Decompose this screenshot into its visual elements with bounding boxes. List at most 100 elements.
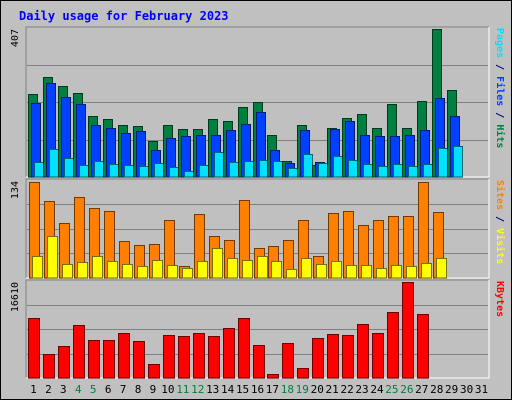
bar-pages-day-23 [363, 164, 373, 178]
bar-visits-day-17 [271, 261, 282, 279]
bar-kbytes-day-22 [342, 335, 354, 379]
legend-part-0: KBytes [494, 281, 505, 317]
bar-visits-day-4 [77, 262, 88, 279]
bar-kbytes-day-6 [103, 340, 115, 379]
bar-pages-day-26 [408, 166, 418, 178]
legend-part-1: / [494, 58, 505, 76]
bar-kbytes-day-11 [178, 336, 190, 379]
bar-visits-day-11 [182, 268, 193, 279]
legend-part-3: / [494, 106, 505, 124]
x-tick-day-30: 30 [460, 383, 473, 396]
chart-panels: 407 Pages / Files / Hits 134 Sites / Visits… [10, 26, 506, 379]
x-tick-day-19: 19 [296, 383, 309, 396]
bar-pages-day-13 [214, 152, 224, 178]
x-tick-day-14: 14 [221, 383, 235, 396]
bar-kbytes-day-14 [223, 328, 235, 379]
bar-kbytes-day-21 [327, 334, 339, 379]
bar-pages-day-7 [124, 165, 134, 178]
bar-visits-day-1 [32, 256, 43, 279]
bar-kbytes-day-26 [402, 282, 414, 379]
x-tick-day-9: 9 [150, 383, 157, 396]
x-tick-day-21: 21 [326, 383, 339, 396]
panel-kbytes: 16610 KBytes [10, 279, 505, 379]
bar-kbytes-day-8 [133, 341, 145, 379]
bar-visits-day-16 [257, 256, 268, 279]
bar-kbytes-day-18 [282, 343, 294, 379]
bar-pages-day-9 [154, 163, 164, 178]
legend-part-2: Visits [494, 228, 506, 264]
bar-pages-day-6 [109, 164, 119, 178]
panel-border-shadow [25, 26, 489, 177]
bar-visits-day-25 [391, 265, 402, 279]
x-tick-day-15: 15 [236, 383, 249, 396]
x-tick-day-2: 2 [45, 383, 52, 396]
x-tick-day-12: 12 [191, 383, 204, 396]
bar-visits-day-20 [316, 264, 327, 279]
panel-border-shadow [25, 178, 489, 278]
bar-visits-day-13 [212, 248, 223, 279]
bar-visits-day-8 [137, 266, 148, 279]
bar-kbytes-day-24 [372, 333, 384, 379]
legend-part-4: Hits [494, 124, 506, 148]
bar-pages-day-28 [438, 148, 448, 178]
bar-kbytes-day-4 [73, 325, 85, 379]
bar-pages-day-29 [453, 146, 463, 178]
x-tick-day-1: 1 [30, 383, 37, 396]
bar-pages-day-15 [244, 161, 254, 178]
x-tick-day-6: 6 [105, 383, 112, 396]
chart-title: Daily usage for February 2023 [19, 9, 229, 23]
bar-visits-day-27 [421, 263, 432, 279]
y-max-label: 407 [10, 29, 21, 47]
legend-part-2: Files [494, 76, 506, 106]
bar-kbytes-day-2 [43, 354, 55, 379]
x-tick-day-8: 8 [135, 383, 142, 396]
panel-legend: Sites / Visits [494, 180, 506, 264]
bar-kbytes-day-3 [58, 346, 70, 379]
bar-pages-day-18 [288, 168, 298, 178]
bar-visits-day-26 [406, 266, 417, 279]
bar-kbytes-day-10 [163, 335, 175, 379]
x-tick-day-31: 31 [475, 383, 488, 396]
bar-kbytes-day-5 [88, 340, 100, 379]
x-axis-day-labels: 1 2 3 4 5 6 7 8 9 10 11 12 13 14 15 16 17 18 19 20 21 22 23 24 2… [30, 383, 488, 396]
x-tick-day-24: 24 [370, 383, 384, 396]
bar-pages-day-2 [49, 149, 59, 178]
bar-pages-day-19 [303, 154, 313, 178]
bar-visits-day-24 [376, 268, 387, 279]
x-tick-day-29: 29 [445, 383, 458, 396]
bar-pages-day-25 [393, 164, 403, 178]
x-tick-day-13: 13 [206, 383, 219, 396]
bar-files-day-11 [181, 136, 191, 178]
x-tick-day-11: 11 [176, 383, 189, 396]
bar-pages-day-10 [169, 167, 179, 178]
bar-visits-day-2 [47, 236, 58, 279]
x-tick-day-18: 18 [281, 383, 294, 396]
x-tick-day-26: 26 [400, 383, 413, 396]
bar-kbytes-day-23 [357, 324, 369, 379]
bar-pages-day-17 [273, 161, 283, 178]
bar-pages-day-11 [184, 171, 194, 178]
panel-legend: KBytes [494, 281, 505, 317]
panel-border-shadow [25, 279, 489, 378]
legend-part-1: / [494, 210, 505, 228]
bar-visits-day-19 [301, 258, 312, 279]
bar-pages-day-22 [348, 160, 358, 178]
bar-kbytes-day-25 [387, 312, 399, 379]
bar-visits-day-7 [122, 264, 133, 279]
bar-visits-day-14 [227, 258, 238, 279]
bar-kbytes-day-9 [148, 364, 160, 379]
bar-pages-day-20 [318, 163, 328, 178]
bar-visits-day-23 [361, 265, 372, 279]
bar-pages-day-14 [229, 162, 239, 178]
bar-visits-day-15 [242, 260, 253, 279]
x-tick-day-25: 25 [385, 383, 398, 396]
y-max-label: 16610 [10, 282, 21, 312]
bar-kbytes-day-15 [238, 318, 250, 379]
bar-visits-day-5 [92, 256, 103, 279]
bar-kbytes-day-17 [267, 374, 279, 379]
x-tick-day-5: 5 [90, 383, 97, 396]
bar-pages-day-1 [34, 162, 44, 178]
x-tick-day-22: 22 [340, 383, 353, 396]
x-tick-day-23: 23 [355, 383, 368, 396]
